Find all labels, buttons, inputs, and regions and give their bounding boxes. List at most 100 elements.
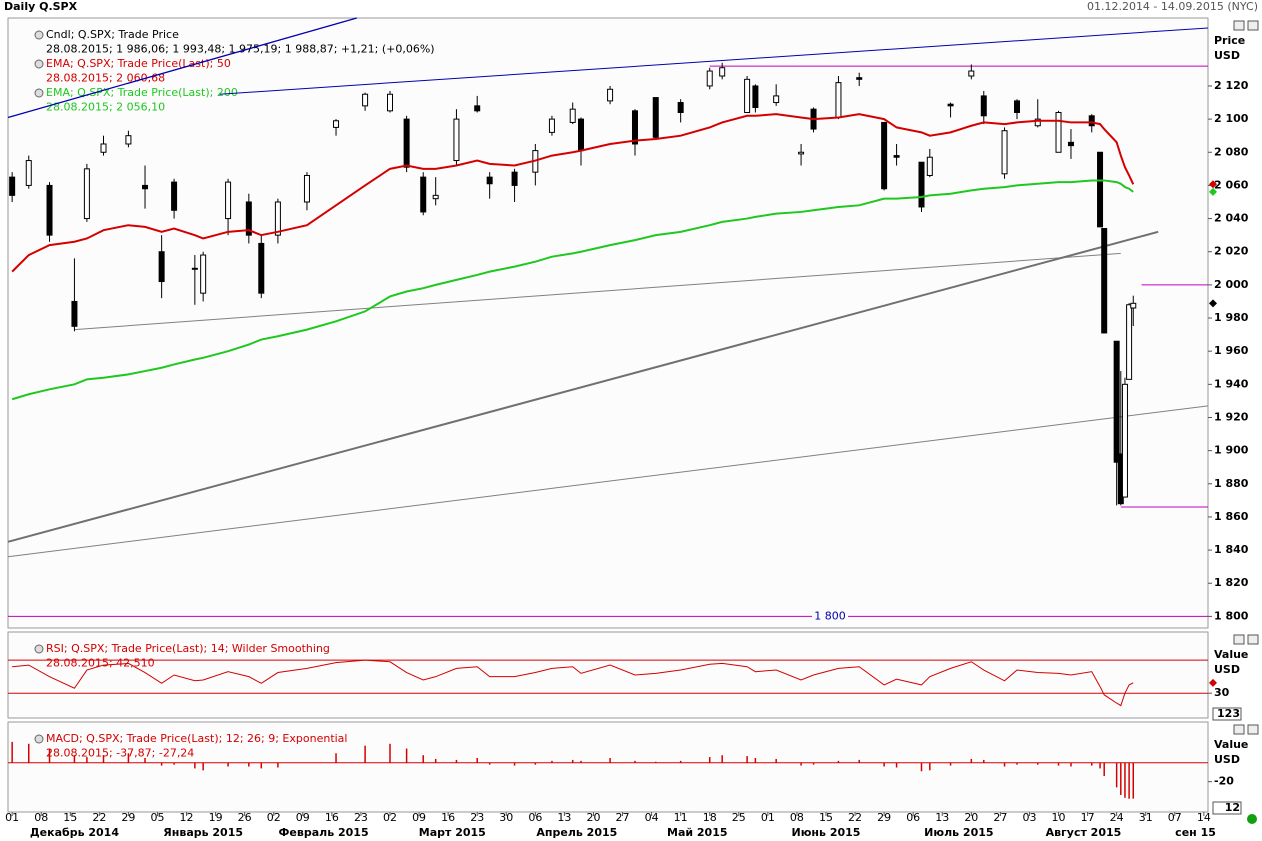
candle-body: [1088, 115, 1095, 127]
button[interactable]: [1247, 724, 1259, 735]
x-tick-label: 02: [383, 811, 397, 824]
x-tick-label: 30: [499, 811, 513, 824]
last-value-marker: [1209, 678, 1217, 687]
month-label: сен 15: [1175, 826, 1216, 839]
candle-body: [719, 67, 726, 77]
x-tick-label: 23: [470, 811, 484, 824]
axis-label: USD: [1214, 753, 1240, 766]
legend-text: MACD; Q.SPX; Trade Price(Last); 12; 26; …: [46, 732, 347, 745]
button[interactable]: [1233, 634, 1245, 645]
month-label: Апрель 2015: [536, 826, 617, 839]
candle-body: [333, 120, 340, 128]
level-label-bg: [812, 610, 848, 623]
x-tick-label: 06: [528, 811, 542, 824]
trend-line: [7, 405, 1209, 558]
candle-body: [453, 118, 460, 162]
axis-label: Value: [1214, 738, 1248, 751]
candle-body: [225, 181, 232, 220]
candle-body: [1013, 100, 1020, 113]
candle-body: [752, 85, 759, 109]
candle-body: [362, 93, 369, 107]
x-tick-label: 01: [5, 811, 19, 824]
y-tick-label: 2 120: [1214, 79, 1249, 92]
month-label: Август 2015: [1046, 826, 1122, 839]
legend-text: EMA; Q.SPX; Trade Price(Last); 200: [46, 86, 238, 99]
candle-body: [25, 160, 32, 186]
candle-body: [968, 70, 975, 77]
axis-label: USD: [1214, 49, 1240, 62]
candle-body: [474, 105, 481, 112]
candle-body: [245, 201, 252, 236]
x-tick-label: 22: [92, 811, 106, 824]
y-tick-label: 2 000: [1214, 278, 1249, 291]
candle-body: [46, 184, 53, 236]
last-price-marker: [1209, 299, 1217, 308]
y-tick-label: 2 080: [1214, 145, 1249, 158]
month-label: Январь 2015: [163, 826, 243, 839]
candle-body: [1121, 383, 1128, 498]
rsi-panel: [7, 631, 1209, 719]
y-tick-label: 1 800: [1214, 609, 1249, 622]
month-label: Июль 2015: [924, 826, 993, 839]
candle-body: [158, 251, 165, 283]
ema-line: [11, 179, 1134, 401]
candle-body: [142, 184, 149, 190]
button[interactable]: [1233, 20, 1245, 31]
candle-body: [511, 171, 518, 186]
candle-body: [706, 70, 713, 87]
y-tick-label: 1 820: [1214, 576, 1249, 589]
candle-body: [83, 168, 90, 220]
panel-buttons[interactable]: [1233, 20, 1259, 735]
candle-body: [773, 95, 780, 104]
candle-body: [432, 194, 439, 200]
legend-text: Cndl; Q.SPX; Trade Price: [46, 28, 179, 41]
button[interactable]: [1247, 634, 1259, 645]
x-tick-label: 20: [586, 811, 600, 824]
x-tick-label: 18: [703, 811, 717, 824]
candle-body: [1097, 151, 1104, 228]
candle-body: [980, 95, 987, 117]
x-tick-label: 09: [412, 811, 426, 824]
legend-text: 28.08.2015; -37,87; -27,24: [46, 747, 194, 760]
button[interactable]: [1233, 724, 1245, 735]
scale-box-label: 12: [1225, 801, 1240, 814]
candle-body: [1113, 340, 1120, 463]
x-tick-label: 16: [325, 811, 339, 824]
candle-body: [744, 78, 751, 113]
x-tick-label: 17: [1081, 811, 1095, 824]
y-tick-label: -20: [1214, 775, 1234, 788]
status-dot: [1247, 814, 1257, 824]
scale-box: [1212, 801, 1242, 815]
candle-body: [856, 77, 863, 80]
x-tick-label: 31: [1139, 811, 1153, 824]
price-panel: [7, 17, 1209, 629]
candle-body: [677, 102, 684, 113]
candle-body: [258, 242, 265, 294]
axis-label: Price: [1214, 34, 1245, 47]
legend-text: RSI; Q.SPX; Trade Price(Last); 14; Wilde…: [46, 642, 330, 655]
y-tick-label: 1 840: [1214, 543, 1249, 556]
x-tick-label: 13: [557, 811, 571, 824]
chart-title: Daily Q.SPX: [4, 0, 78, 13]
x-tick-label: 07: [1168, 811, 1182, 824]
x-tick-label: 06: [906, 811, 920, 824]
x-tick-label: 29: [121, 811, 135, 824]
x-tick-label: 10: [1052, 811, 1066, 824]
rsi-line: [12, 659, 1134, 707]
candle-body: [881, 121, 888, 190]
x-tick-label: 12: [180, 811, 194, 824]
trend-line: [74, 252, 1121, 331]
candle-body: [303, 174, 310, 203]
candle-body: [1055, 111, 1062, 153]
month-label: Декабрь 2014: [30, 826, 119, 839]
y-tick-label: 1 980: [1214, 311, 1249, 324]
button[interactable]: [1247, 20, 1259, 31]
trend-line: [7, 230, 1159, 543]
legend-icon: [34, 644, 44, 654]
x-tick-label: 27: [616, 811, 630, 824]
candle-body: [171, 181, 178, 211]
candle-body: [1126, 304, 1133, 380]
x-tick-label: 08: [34, 811, 48, 824]
x-tick-label: 22: [848, 811, 862, 824]
